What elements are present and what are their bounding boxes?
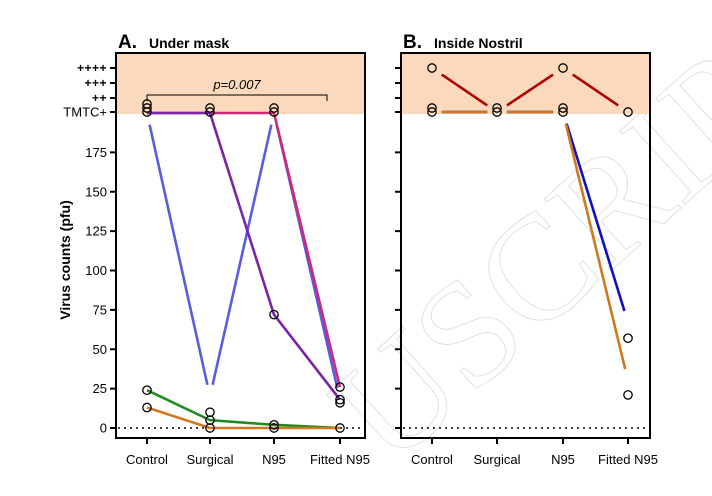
series-0-segment-2	[572, 73, 619, 107]
panel-b-y-ticks	[395, 67, 401, 429]
y-tick-label-level-1: ++	[92, 91, 107, 105]
y-tick-label-25: 25	[93, 381, 107, 396]
panel-b-x-labels: Control Surgical N95 Fitted N95	[411, 438, 658, 467]
panel-a: A. Under mask Virus counts (pfu) 0 25 50 75…	[57, 32, 370, 467]
x-tick-label-2: N95	[262, 452, 286, 467]
data-point-9	[623, 333, 633, 344]
panel-b: B. Inside Nostril Control Surgical N95 Fitt…	[395, 32, 658, 467]
y-tick-label-0: 0	[100, 421, 107, 436]
panel-a-letter: A.	[118, 32, 137, 53]
data-point-11	[269, 103, 279, 113]
data-point-2	[427, 103, 437, 113]
panel-b-saturation-band	[401, 53, 650, 114]
y-tick-label-50: 50	[93, 342, 107, 357]
panel-b-letter: B.	[403, 32, 422, 53]
data-point-7	[558, 103, 568, 113]
data-point-5	[558, 63, 568, 73]
data-point-9	[205, 423, 215, 433]
y-tick-label-level-3: ++++	[77, 61, 107, 75]
data-point-4	[492, 103, 502, 113]
series-2-line	[147, 111, 342, 401]
data-point-1	[142, 103, 152, 113]
data-point-5	[205, 107, 215, 117]
series-0-segment-1	[506, 73, 554, 107]
series-0-segment-1	[211, 124, 273, 386]
significance-bracket: p=0.007	[146, 77, 328, 101]
panel-b-frame	[400, 52, 651, 439]
series-2-segment-2	[564, 123, 627, 370]
data-point-16	[335, 394, 345, 405]
x-tick-label-3: Fitted N95	[310, 452, 370, 467]
p-value-label: p=0.007	[212, 77, 261, 92]
y-tick-label-75: 75	[93, 302, 107, 317]
data-point-1	[427, 107, 437, 117]
x-tick-label-2: N95	[551, 452, 575, 467]
series-0-segment-0	[441, 73, 488, 107]
data-point-3	[492, 107, 502, 117]
y-tick-label-level-0: TMTC+	[63, 105, 107, 120]
x-tick-label-0: Control	[126, 452, 168, 467]
y-tick-label-150: 150	[85, 184, 107, 199]
series-3-line	[146, 389, 341, 430]
panel-b-points	[427, 63, 633, 400]
x-tick-label-1: Surgical	[474, 452, 521, 467]
data-point-3	[142, 385, 152, 396]
data-point-4	[142, 402, 152, 413]
y-tick-label-125: 125	[85, 224, 107, 239]
panel-a-frame	[115, 52, 366, 439]
data-point-8	[623, 107, 633, 117]
data-point-6	[558, 107, 568, 117]
data-point-2	[142, 99, 152, 109]
y-tick-label-175: 175	[85, 145, 107, 160]
series-1-segment-2	[565, 123, 626, 312]
panel-a-saturation-band	[116, 53, 365, 114]
y-tick-label-100: 100	[85, 263, 107, 278]
data-point-14	[269, 423, 279, 433]
data-point-13	[269, 419, 279, 430]
panel-a-title: Under mask	[149, 35, 229, 51]
panel-b-title: Inside Nostril	[434, 35, 523, 51]
x-tick-label-0: Control	[411, 452, 453, 467]
series-4-line	[146, 406, 340, 430]
x-tick-label-1: Surgical	[187, 452, 234, 467]
panel-b-series	[441, 73, 627, 370]
data-point-0	[427, 63, 437, 73]
data-point-18	[335, 423, 345, 433]
y-axis-title: Virus counts (pfu)	[57, 200, 73, 320]
data-point-10	[269, 107, 279, 117]
series-0-segment-0	[148, 124, 209, 386]
panel-a-x-labels: Control Surgical N95 Fitted N95	[126, 438, 370, 467]
panel-a-points	[142, 99, 345, 433]
data-point-12	[269, 309, 279, 320]
data-point-10	[623, 390, 633, 400]
data-point-6	[205, 103, 215, 113]
y-tick-label-level-2: +++	[84, 76, 107, 90]
x-tick-label-3: Fitted N95	[598, 452, 658, 467]
bracket-line	[146, 94, 328, 101]
data-point-17	[335, 397, 345, 408]
data-point-7	[205, 407, 215, 418]
panel-a-series	[146, 111, 342, 430]
data-point-15	[335, 382, 345, 392]
